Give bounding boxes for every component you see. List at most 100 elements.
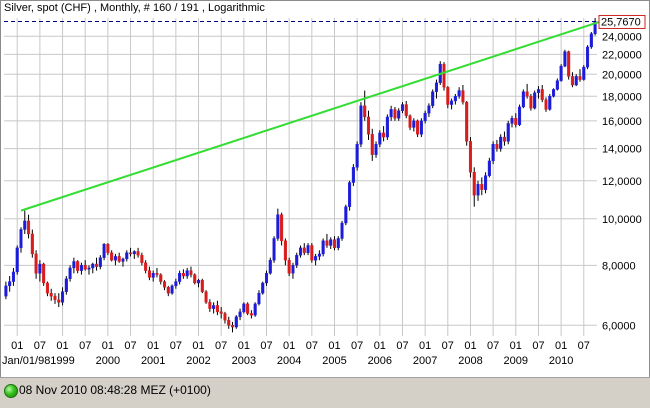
candle: [332, 236, 337, 251]
x-month-label: 07: [34, 340, 46, 352]
candle: [408, 114, 412, 131]
candle: [268, 257, 272, 275]
candle-body: [280, 214, 284, 241]
y-tick-label: 20,0000: [602, 69, 642, 81]
candle-body: [87, 267, 91, 270]
candle-body: [431, 91, 435, 106]
candle-body: [61, 291, 65, 303]
candle-body: [344, 206, 348, 224]
candle-body: [446, 86, 450, 105]
candle-body: [95, 263, 99, 267]
candle-body: [499, 136, 503, 149]
x-year-label: Jan/01/98: [2, 355, 50, 367]
candle-body: [450, 100, 454, 105]
candle: [389, 105, 393, 121]
candle: [155, 267, 159, 278]
candle: [570, 72, 574, 88]
candle: [200, 278, 204, 294]
candle: [283, 238, 287, 266]
candle-body: [544, 99, 548, 110]
candle: [586, 45, 590, 70]
price-chart[interactable]: 6,0000 8,0000 10,0000 12,0000 14,0000 16,0000…: [0, 0, 650, 377]
candle: [525, 83, 529, 99]
candle: [533, 90, 537, 110]
candle-body: [400, 104, 405, 111]
candle: [582, 65, 586, 81]
x-month-label: 01: [464, 340, 476, 352]
candle-body: [125, 252, 129, 260]
candle: [42, 262, 46, 286]
candle-body: [555, 80, 559, 90]
x-month-label: 01: [11, 340, 23, 352]
candle: [529, 93, 533, 111]
candle-body: [589, 33, 593, 48]
candle: [555, 78, 559, 91]
candle: [249, 310, 253, 319]
x-month-label: 01: [328, 340, 340, 352]
candle: [559, 64, 563, 82]
candle-body: [163, 281, 167, 288]
candle-body: [487, 160, 491, 176]
candle-body: [385, 116, 389, 138]
candle-body: [563, 51, 567, 67]
candle-body: [540, 89, 544, 100]
candle: [487, 157, 491, 178]
candle: [159, 273, 163, 285]
x-month-label: 07: [79, 340, 91, 352]
candle-body: [140, 254, 144, 263]
candle-body: [457, 90, 461, 97]
candle-body: [181, 273, 185, 277]
candle: [242, 302, 246, 314]
candle-body: [408, 115, 412, 128]
status-bar: 08 Nov 2010 08:48:28 MEZ (+0100): [0, 377, 650, 408]
candle: [189, 266, 193, 278]
candle: [298, 245, 303, 258]
candle: [385, 114, 389, 140]
candle: [514, 113, 518, 128]
y-tick-label: 24,0000: [602, 31, 642, 43]
candle: [518, 104, 522, 127]
candle-body: [514, 118, 518, 125]
candle-body: [287, 259, 291, 274]
candle: [540, 84, 544, 103]
candle: [340, 220, 344, 241]
candle-body: [374, 144, 378, 155]
candle-body: [110, 252, 114, 261]
candle-body: [253, 303, 257, 316]
candle-body: [76, 261, 80, 271]
candle: [204, 290, 208, 304]
candle-body: [166, 287, 170, 294]
candle-body: [136, 251, 140, 256]
candle-body: [189, 270, 193, 275]
current-price-label: 25,7670: [598, 14, 646, 29]
candle-body: [468, 141, 472, 173]
candle-body: [208, 302, 212, 309]
candle: [230, 321, 235, 333]
candle-body: [336, 238, 340, 249]
candle-body: [578, 76, 582, 80]
candle: [419, 118, 423, 138]
candle: [110, 250, 114, 262]
candle-body: [185, 270, 189, 277]
candle-body: [321, 240, 325, 255]
candle: [11, 267, 15, 286]
chart-area[interactable]: 6,0000 8,0000 10,0000 12,0000 14,0000 16,0000…: [0, 0, 650, 377]
candle: [61, 287, 65, 306]
candle: [484, 172, 488, 194]
candle: [321, 238, 325, 257]
candle: [374, 141, 378, 158]
candle: [495, 139, 499, 152]
candle: [215, 300, 219, 316]
candle: [76, 260, 80, 274]
candle: [480, 177, 484, 196]
candle: [49, 288, 53, 301]
candle: [19, 227, 23, 253]
candle-body: [332, 239, 337, 249]
candle: [461, 84, 465, 105]
candle: [502, 131, 506, 146]
x-month-label: 01: [56, 340, 68, 352]
candle: [27, 214, 31, 239]
candle: [453, 93, 457, 105]
candle-body: [4, 285, 8, 297]
candle-body: [317, 253, 321, 257]
